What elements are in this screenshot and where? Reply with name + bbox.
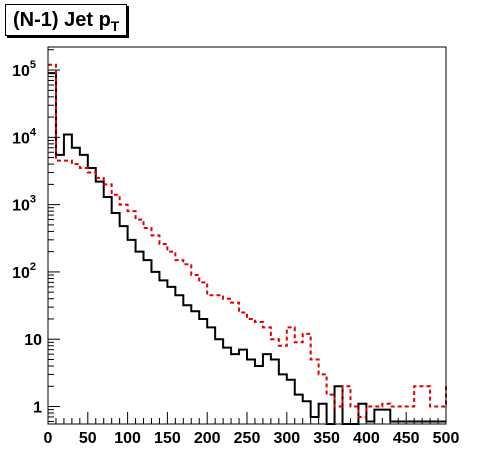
x-axis: 0 50 100 150 200 250 300 350 400 450 500 — [44, 412, 460, 447]
x-tick-label: 300 — [273, 430, 300, 447]
chart-title-subscript: T — [110, 18, 120, 34]
y-tick-label: 10 — [24, 332, 42, 349]
series-layer — [48, 63, 447, 425]
y-axis: 1 10 102 103 104 105 — [12, 49, 60, 422]
series-dashed-red-line — [48, 63, 447, 418]
series-solid-black-line — [48, 72, 446, 425]
x-tick-label: 50 — [79, 430, 97, 447]
chart-title-main: (N-1) Jet p — [13, 9, 111, 31]
x-tick-label: 100 — [114, 430, 141, 447]
x-tick-label: 500 — [433, 430, 460, 447]
y-tick-label: 102 — [12, 261, 36, 282]
x-tick-label: 450 — [393, 430, 420, 447]
x-tick-label: 250 — [234, 430, 261, 447]
y-tick-label: 104 — [12, 126, 37, 147]
plot-frame — [47, 46, 447, 425]
y-tick-label: 105 — [12, 59, 36, 80]
x-tick-label: 0 — [44, 430, 53, 447]
x-tick-label: 350 — [313, 430, 340, 447]
y-tick-label: 103 — [12, 194, 36, 215]
x-tick-label: 200 — [194, 430, 221, 447]
x-tick-label: 400 — [353, 430, 380, 447]
x-tick-label: 150 — [154, 430, 181, 447]
y-tick-label: 1 — [33, 400, 42, 417]
chart-title: (N-1) Jet pT — [5, 4, 128, 36]
